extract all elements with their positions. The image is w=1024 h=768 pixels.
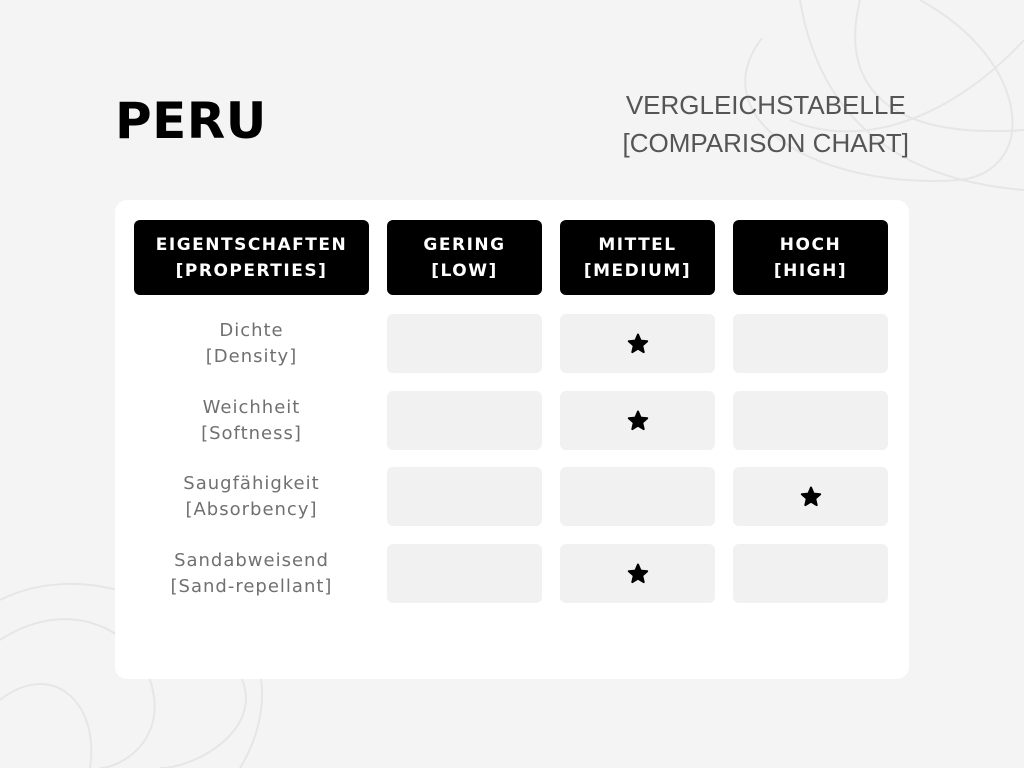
rating-cell-medium (560, 391, 715, 450)
cell-line2: [Sand-repellant] (170, 575, 333, 597)
cell-line2: [Absorbency] (185, 498, 318, 520)
cell-line1: MITTEL (598, 234, 677, 255)
comparison-table: EIGENTSCHAFTEN [PROPERTIES] GERING [LOW] MIT… (115, 200, 909, 679)
rating-cell-low (387, 391, 542, 450)
subtitle-line1: VERGLEICHSTABELLE (625, 90, 906, 120)
row-label: Saugfähigkeit [Absorbency] (134, 467, 369, 526)
star-icon (627, 410, 648, 430)
cell-line1: HOCH (779, 234, 842, 255)
rating-cell-high (733, 467, 888, 526)
page-subtitle: VERGLEICHSTABELLE [COMPARISON CHART] (622, 86, 909, 162)
cell-text: GERING [LOW] (423, 232, 505, 284)
row-label: Dichte [Density] (134, 314, 369, 373)
rating-cell-high (733, 314, 888, 373)
cell-line2: [Softness] (201, 422, 302, 444)
star-icon (627, 333, 648, 353)
cell-line2: [Density] (205, 345, 298, 367)
header-low: GERING [LOW] (387, 220, 542, 295)
cell-line1: EIGENTSCHAFTEN (155, 234, 348, 255)
rating-cell-high (733, 544, 888, 603)
subtitle-line2: [COMPARISON CHART] (622, 128, 909, 158)
cell-line2: [PROPERTIES] (175, 260, 328, 281)
cell-line1: Dichte (219, 319, 284, 341)
cell-line2: [LOW] (431, 260, 498, 281)
row-label: Sandabweisend [Sand-repellant] (134, 544, 369, 603)
cell-text: EIGENTSCHAFTEN [PROPERTIES] (156, 232, 347, 284)
rating-cell-high (733, 391, 888, 450)
cell-line1: Weichheit (202, 396, 301, 418)
cell-line2: [HIGH] (773, 260, 848, 281)
cell-line2: [MEDIUM] (583, 260, 692, 281)
cell-line1: Sandabweisend (174, 549, 329, 571)
star-icon (627, 563, 648, 583)
rating-cell-low (387, 544, 542, 603)
cell-text: Sandabweisend [Sand-repellant] (171, 548, 333, 600)
cell-text: Dichte [Density] (206, 318, 297, 370)
cell-text: HOCH [HIGH] (774, 232, 847, 284)
rating-cell-low (387, 314, 542, 373)
page-title: PERU (115, 92, 267, 150)
rating-cell-low (387, 467, 542, 526)
header-medium: MITTEL [MEDIUM] (560, 220, 715, 295)
rating-cell-medium (560, 467, 715, 526)
rating-cell-medium (560, 544, 715, 603)
cell-line1: Saugfähigkeit (183, 472, 320, 494)
cell-text: Saugfähigkeit [Absorbency] (183, 471, 319, 523)
cell-text: Weichheit [Softness] (201, 395, 302, 447)
cell-text: MITTEL [MEDIUM] (584, 232, 691, 284)
row-label: Weichheit [Softness] (134, 391, 369, 450)
cell-line1: GERING (423, 234, 506, 255)
star-icon (800, 486, 821, 506)
rating-cell-medium (560, 314, 715, 373)
header-high: HOCH [HIGH] (733, 220, 888, 295)
header-properties: EIGENTSCHAFTEN [PROPERTIES] (134, 220, 369, 295)
